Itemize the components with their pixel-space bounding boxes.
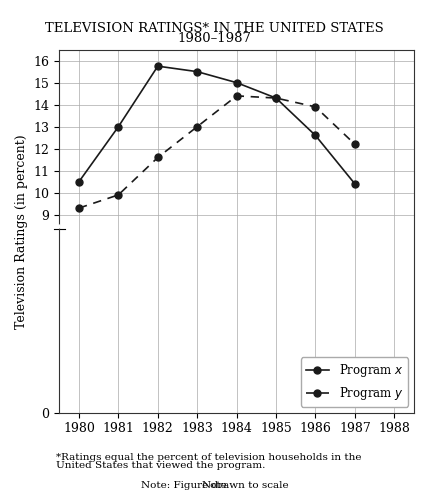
Legend: Program $x$, Program $y$: Program $x$, Program $y$ [301,357,408,407]
Text: United States that viewed the program.: United States that viewed the program. [56,461,265,470]
Text: TELEVISION RATINGS* IN THE UNITED STATES: TELEVISION RATINGS* IN THE UNITED STATES [45,22,384,35]
Y-axis label: Television Ratings (in percent): Television Ratings (in percent) [15,134,28,329]
Text: *Ratings equal the percent of television households in the: *Ratings equal the percent of television… [56,453,361,462]
Text: 1980–1987: 1980–1987 [178,32,251,45]
Text: Note: Figure drawn to scale: Note: Figure drawn to scale [141,481,288,490]
Text: Note: Note [202,481,227,490]
